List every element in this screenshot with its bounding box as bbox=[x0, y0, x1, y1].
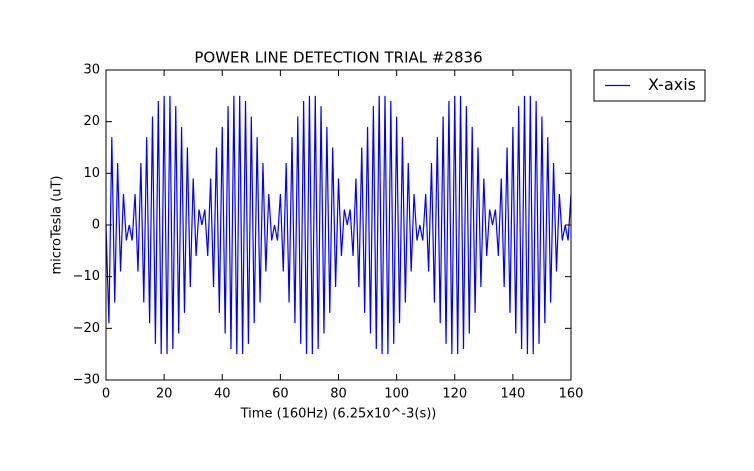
y-tick-label: 30 bbox=[83, 63, 100, 78]
x-tick-label: 140 bbox=[500, 387, 525, 402]
x-tick-label: 100 bbox=[384, 387, 409, 402]
y-tick-label: 0 bbox=[92, 218, 100, 233]
y-tick-label: −20 bbox=[73, 321, 100, 336]
chart-title: POWER LINE DETECTION TRIAL #2836 bbox=[194, 49, 482, 67]
data-line bbox=[105, 95, 572, 355]
x-tick-label: 20 bbox=[156, 387, 173, 402]
x-tick-label: 40 bbox=[214, 387, 231, 402]
y-tick-label: −10 bbox=[73, 269, 100, 284]
x-tick-label: 120 bbox=[442, 387, 467, 402]
x-tick-label: 60 bbox=[272, 387, 289, 402]
legend-label: X-axis bbox=[648, 75, 696, 94]
x-tick-label: 80 bbox=[330, 387, 347, 402]
x-axis-label: Time (160Hz) (6.25x10^-3(s)) bbox=[240, 407, 437, 422]
y-axis-label: microTesla (uT) bbox=[50, 176, 65, 275]
y-tick-label: −30 bbox=[73, 373, 100, 388]
y-tick-label: 10 bbox=[83, 166, 100, 181]
x-tick-label: 0 bbox=[102, 387, 110, 402]
x-tick-label: 160 bbox=[559, 387, 584, 402]
y-tick-label: 20 bbox=[83, 114, 100, 129]
